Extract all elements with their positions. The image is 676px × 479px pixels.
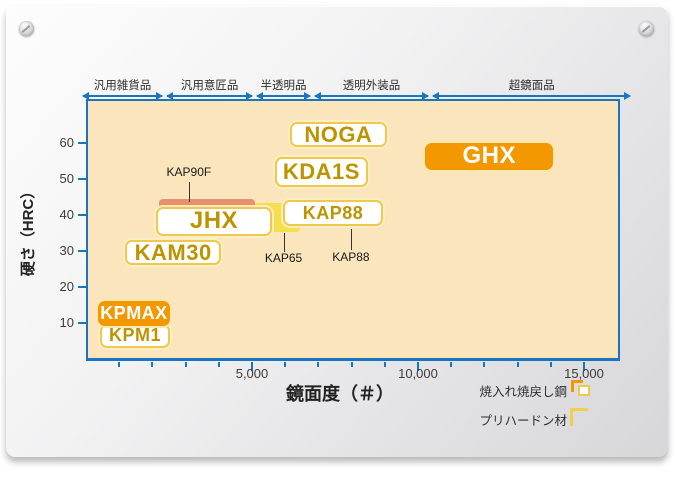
x-tick	[118, 362, 121, 367]
category-label: 汎用意匠品	[180, 80, 239, 92]
grade-plate-kda1s: KDA1S	[274, 156, 368, 187]
annotation-label-kap65: KAP65	[264, 250, 303, 265]
category-label: 透明外装品	[342, 80, 401, 92]
category-arrow	[166, 92, 253, 100]
y-tick-label: 30	[59, 243, 74, 258]
annotation-label-kap88: KAP88	[332, 249, 370, 264]
category-arrow	[81, 92, 164, 100]
x-tick	[583, 362, 585, 371]
category-label: 半透明品	[260, 80, 307, 92]
yellow-corner-icon	[570, 408, 588, 426]
y-tick	[78, 250, 86, 252]
x-tick	[450, 362, 453, 367]
grade-plate-kap88: KAP88	[282, 199, 384, 227]
y-tick-label: 20	[59, 279, 74, 294]
grade-plate-noga: NOGA	[289, 122, 387, 147]
screw-icon	[19, 21, 34, 36]
x-tick	[549, 362, 552, 367]
y-axis-title: 硬さ（HRC）	[20, 183, 37, 277]
x-tick	[417, 362, 419, 371]
category-arrow	[255, 92, 312, 100]
x-tick	[284, 362, 287, 367]
y-tick-label: 40	[59, 207, 74, 222]
y-tick-label: 10	[59, 315, 74, 330]
annotation-leader-line	[350, 229, 352, 250]
y-tick	[78, 214, 86, 216]
annotation-leader-line	[188, 181, 190, 203]
x-tick	[251, 362, 253, 371]
legend-label-prehardened-material: プリハードン材	[479, 414, 567, 428]
category-arrow	[314, 92, 429, 100]
x-tick	[217, 362, 220, 367]
category-arrow	[431, 92, 631, 100]
screw-icon	[639, 21, 654, 36]
grade-plate-kam30: KAM30	[124, 240, 222, 266]
x-tick	[483, 362, 486, 367]
category-label: 超鏡面品	[508, 80, 555, 92]
orange-corner-plate-icon	[571, 380, 593, 397]
grade-plate-jhx: JHX	[156, 206, 272, 236]
x-tick	[350, 362, 353, 367]
legend-label-quenched-tempered-steel: 焼入れ焼戻し鋼	[479, 385, 567, 399]
y-tick-label: 60	[59, 135, 74, 150]
x-tick	[383, 362, 386, 367]
x-tick	[184, 362, 187, 367]
x-tick	[516, 362, 519, 367]
x-tick-label: 5,000	[235, 366, 269, 381]
annotation-label-kap90f: KAP90F	[166, 165, 212, 180]
y-tick	[78, 286, 86, 288]
y-tick-label: 50	[59, 171, 74, 186]
y-tick	[78, 178, 86, 180]
x-tick	[151, 362, 154, 367]
orange-corner-icon	[571, 380, 583, 392]
grade-plate-kpmax: KPMAX	[97, 300, 170, 326]
y-tick	[78, 142, 86, 144]
annotation-leader-line	[283, 233, 285, 252]
x-axis-title: 鏡面度（＃）	[286, 384, 394, 404]
category-label: 汎用雑貨品	[93, 80, 152, 92]
mini-plate-icon	[578, 385, 590, 396]
x-tick-label: 10,000	[398, 366, 438, 381]
y-tick	[78, 322, 86, 324]
grade-plate-kpm1: KPM1	[99, 323, 170, 349]
grade-plate-ghx: GHX	[424, 142, 554, 170]
x-tick	[317, 362, 320, 367]
x-tick-label: 15,000	[564, 366, 604, 381]
